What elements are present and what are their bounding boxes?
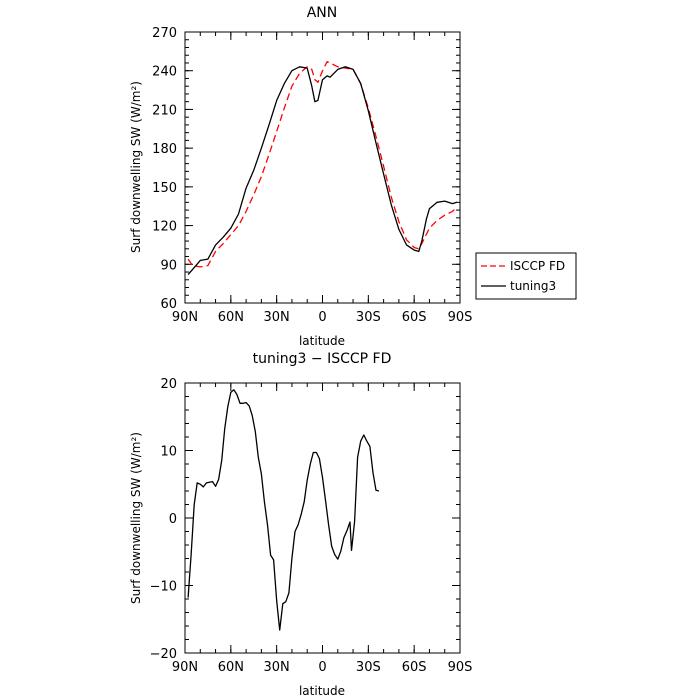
bottom-x-tick-label: 60S — [402, 660, 427, 675]
bottom-plot-frame — [184, 382, 461, 654]
bottom-x-tick-label: 60N — [218, 660, 244, 675]
top-x-tick-label: 0 — [318, 310, 326, 325]
bottom-y-tick-label: 0 — [169, 512, 177, 527]
top-y-tick-label: 210 — [152, 103, 177, 118]
top-chart-title: ANN — [307, 5, 338, 21]
bottom-x-tick-label: 30S — [356, 660, 381, 675]
top-x-tick-label: 30S — [356, 310, 381, 325]
top-panel: ANN 90N 60N 30N 0 30S 60S 90S 60 90 120 150 180 210 2… — [129, 5, 577, 348]
top-plot-frame — [184, 31, 461, 304]
top-y-tick-label: 180 — [152, 142, 177, 157]
top-x-tick-label: 60N — [218, 310, 244, 325]
bottom-y-tick-label: 10 — [160, 445, 177, 460]
bottom-axes: 90N 60N 30N 0 30S 60S 90S −20 −10 0 10 20 — [150, 377, 473, 675]
top-x-tick-label: 90S — [448, 310, 473, 325]
top-y-tick-label: 150 — [152, 181, 177, 196]
top-x-axis-label: latitude — [299, 334, 345, 348]
top-y-tick-label: 240 — [152, 65, 177, 80]
bottom-x-tick-label: 0 — [318, 660, 326, 675]
top-y-tick-label: 270 — [152, 26, 177, 41]
top-y-tick-label: 90 — [160, 258, 177, 273]
bottom-chart-title: tuning3 − ISCCP FD — [253, 351, 392, 367]
top-axes: 90N 60N 30N 0 30S 60S 90S 60 90 120 150 180 210 240 27… — [152, 26, 472, 325]
bottom-y-tick-label: −20 — [150, 647, 177, 662]
legend-box — [475, 252, 577, 300]
top-x-tick-label: 60S — [402, 310, 427, 325]
bottom-x-axis-label: latitude — [299, 684, 345, 698]
top-y-tick-label: 60 — [160, 297, 177, 312]
bottom-y-tick-label: −10 — [150, 580, 177, 595]
legend-label-tuning3: tuning3 — [510, 279, 556, 293]
bottom-y-tick-label: 20 — [160, 377, 177, 392]
bottom-y-axis-label: Surf downwelling SW (W/m²) — [129, 432, 143, 604]
bottom-x-tick-label: 30N — [264, 660, 290, 675]
top-series — [187, 61, 458, 276]
bottom-series-line-0 — [187, 389, 380, 631]
bottom-panel: tuning3 − ISCCP FD 90N 60N 30N 0 30S 60S 90S −2… — [129, 351, 472, 698]
bottom-x-tick-label: 90S — [448, 660, 473, 675]
top-x-tick-label: 30N — [264, 310, 290, 325]
bottom-series — [187, 389, 380, 631]
top-series-line-tuning3 — [187, 66, 458, 276]
legend-label-isccp-fd: ISCCP FD — [510, 259, 565, 273]
top-series-line-isccp-fd — [187, 61, 458, 268]
top-y-tick-label: 120 — [152, 220, 177, 235]
bottom-x-tick-label: 90N — [172, 660, 198, 675]
top-y-axis-label: Surf downwelling SW (W/m²) — [129, 81, 143, 253]
top-x-tick-label: 90N — [172, 310, 198, 325]
legend: ISCCP FD tuning3 — [475, 252, 577, 300]
